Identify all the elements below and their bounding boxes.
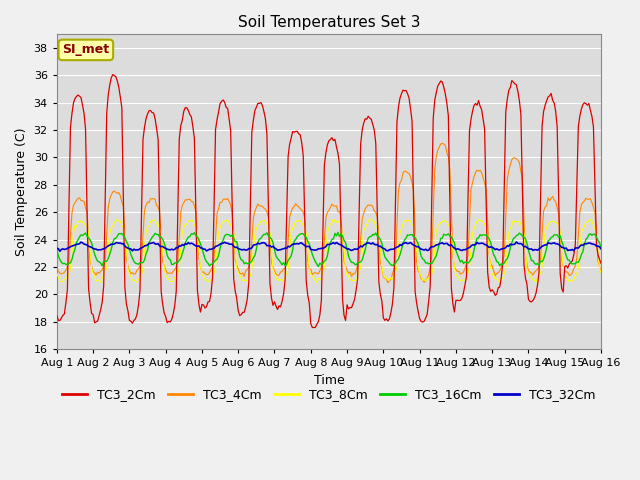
Legend: TC3_2Cm, TC3_4Cm, TC3_8Cm, TC3_16Cm, TC3_32Cm: TC3_2Cm, TC3_4Cm, TC3_8Cm, TC3_16Cm, TC3… [57,383,601,406]
X-axis label: Time: Time [314,374,344,387]
Y-axis label: Soil Temperature (C): Soil Temperature (C) [15,127,28,256]
Title: Soil Temperatures Set 3: Soil Temperatures Set 3 [237,15,420,30]
Text: SI_met: SI_met [62,43,109,57]
